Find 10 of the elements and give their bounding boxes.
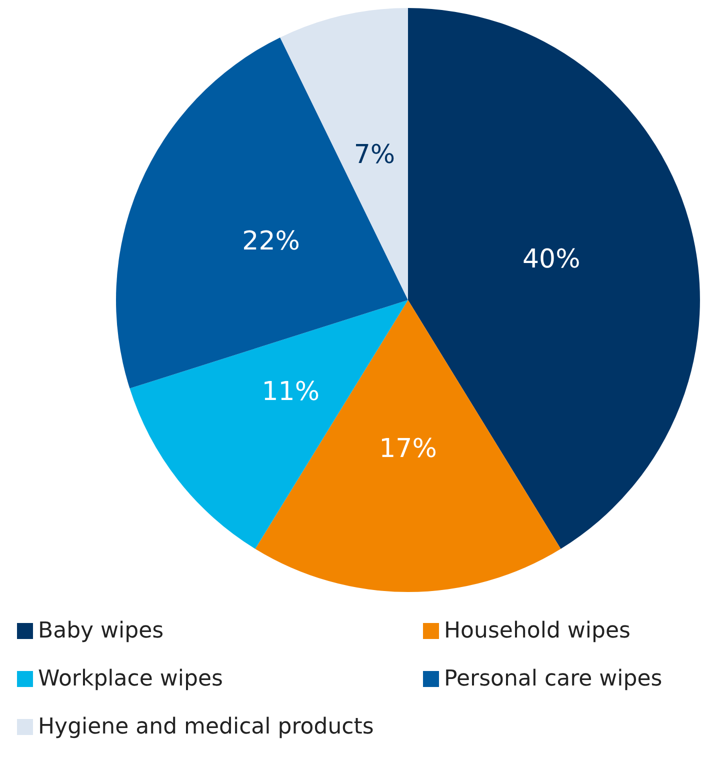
legend-label: Household wipes	[444, 618, 630, 644]
legend-label: Hygiene and medical products	[38, 714, 374, 740]
data-label: 22%	[242, 226, 300, 256]
legend-label: Personal care wipes	[444, 666, 662, 692]
data-label: 17%	[379, 434, 437, 464]
data-label: 7%	[354, 140, 396, 170]
data-label: 11%	[262, 376, 320, 407]
legend-label: Workplace wipes	[38, 666, 223, 692]
data-label: 40%	[522, 244, 580, 274]
legend-label: Baby wipes	[38, 618, 164, 644]
